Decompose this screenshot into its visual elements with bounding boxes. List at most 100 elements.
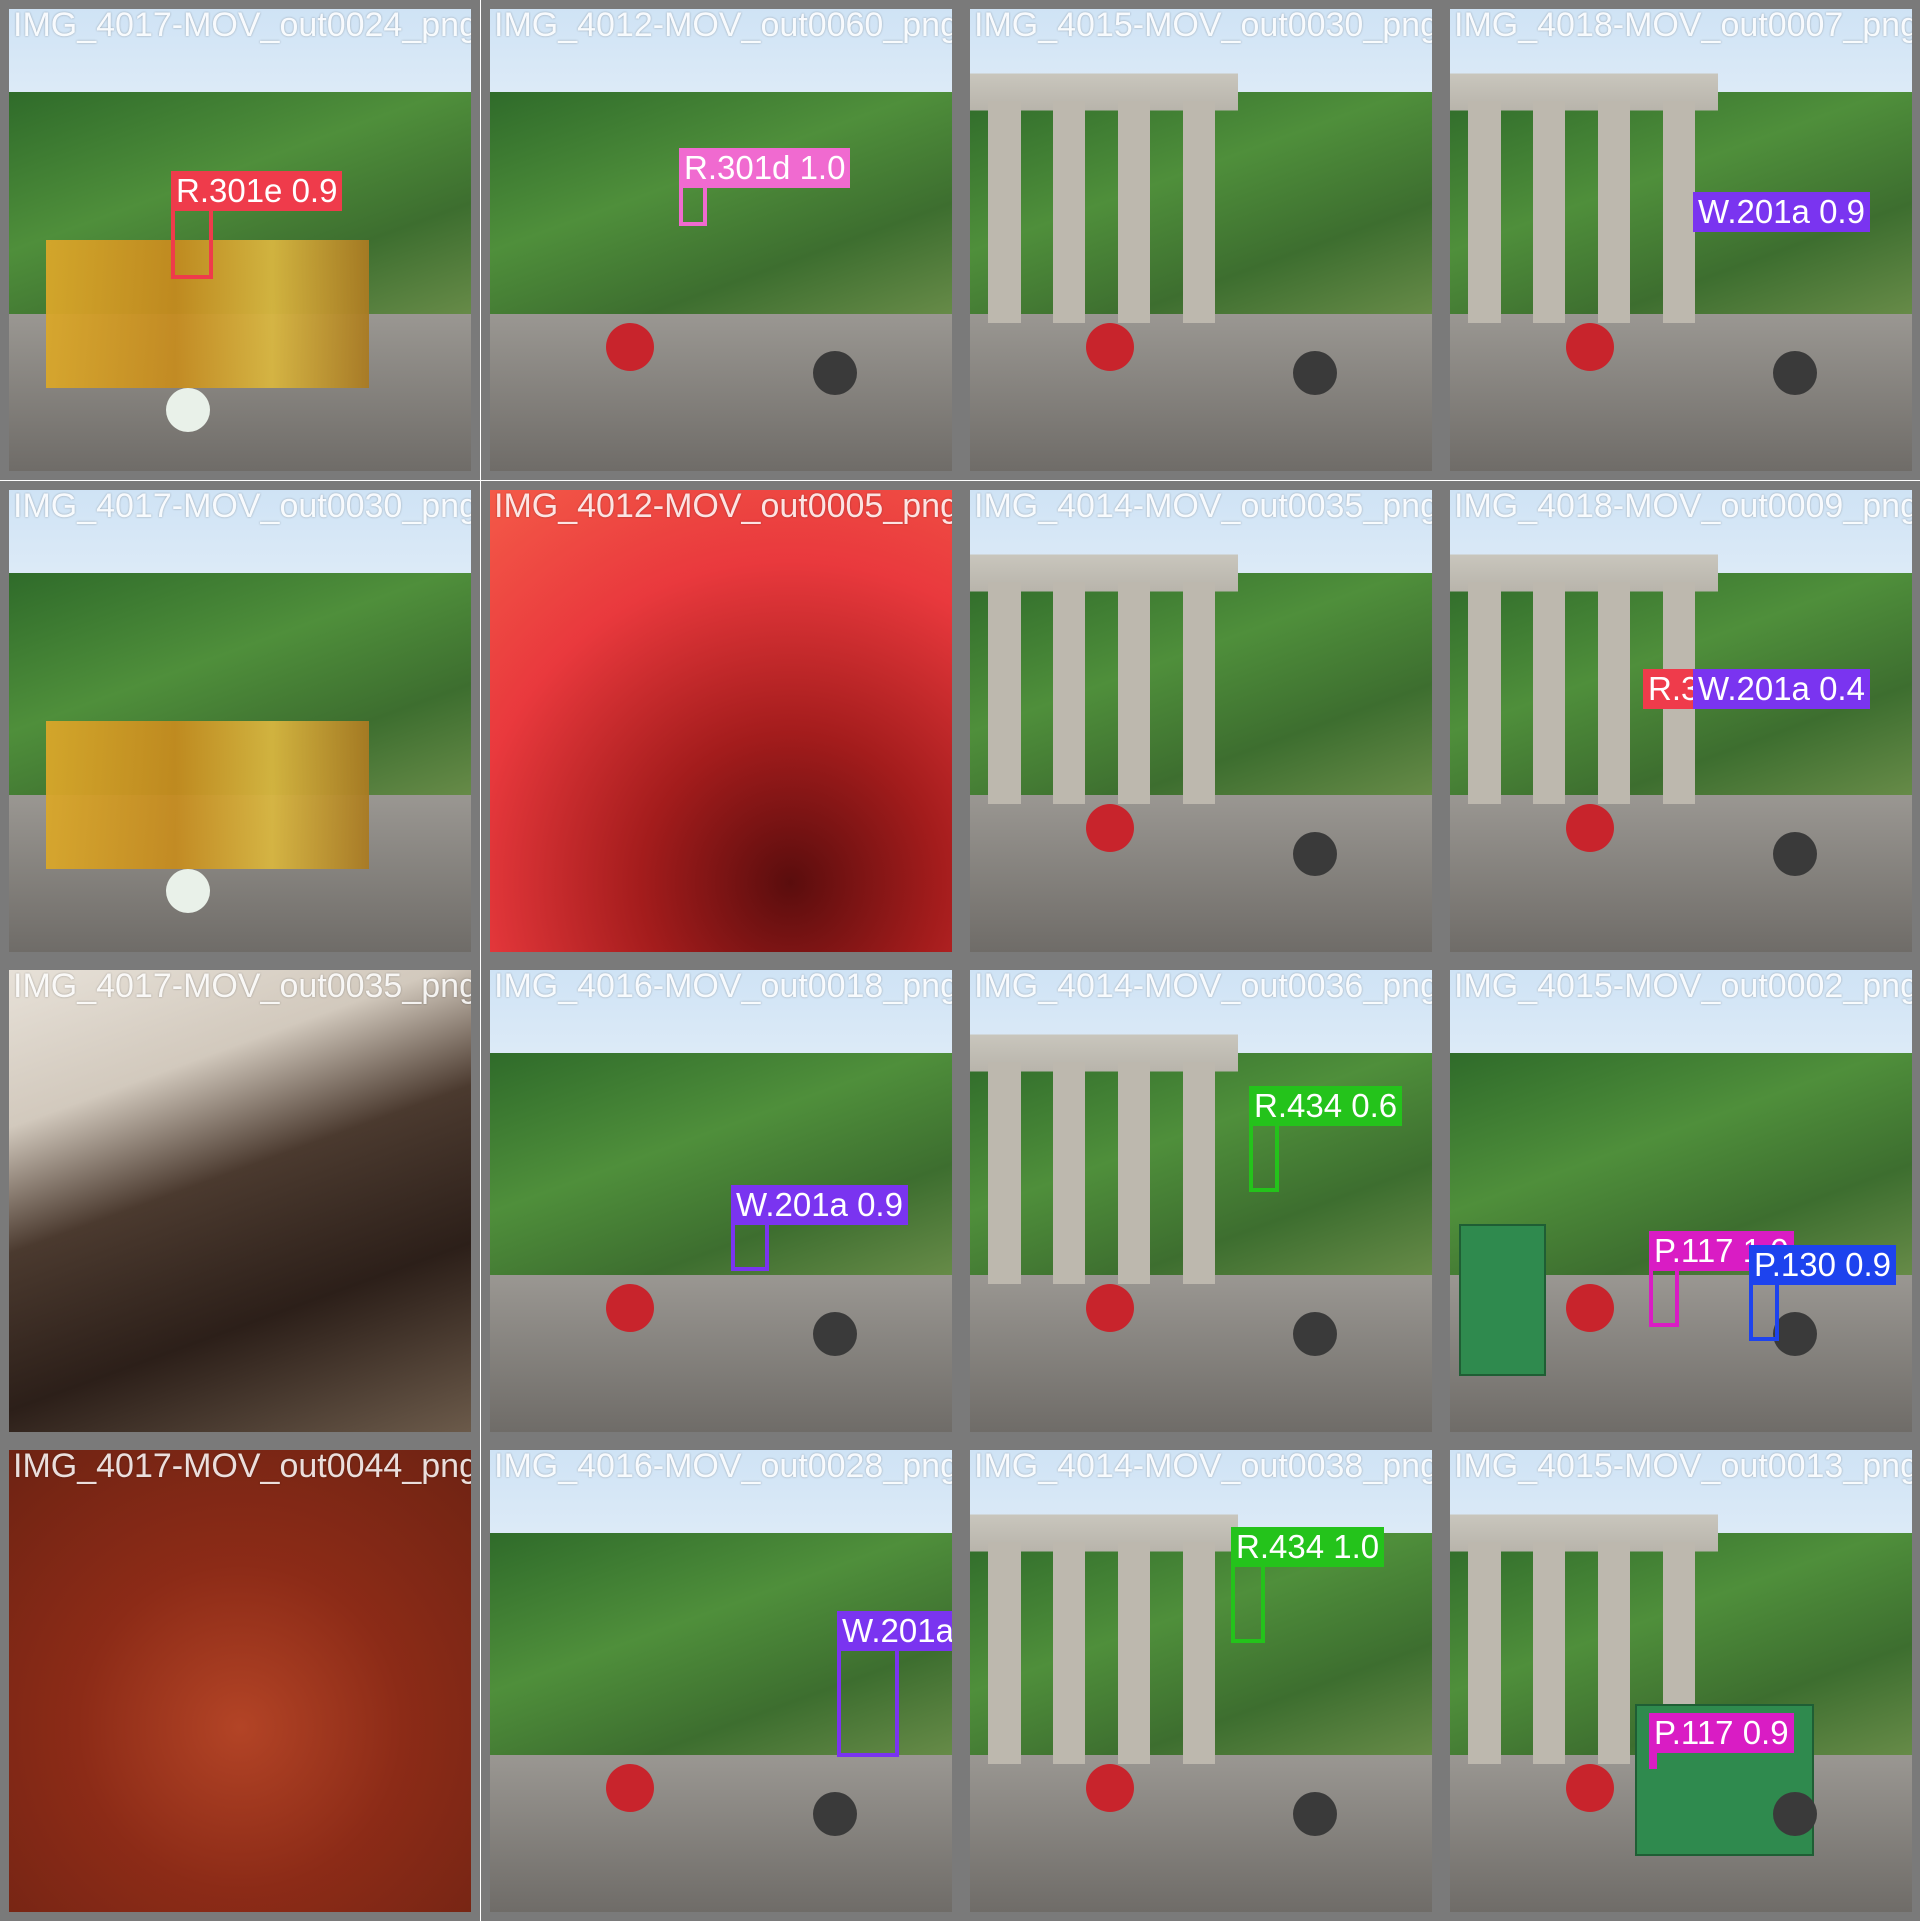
scene-background: [9, 490, 471, 952]
tile-caption: IMG_4012-MOV_out0005_png.rf.6...: [494, 487, 959, 525]
rider-helmet: [1293, 1311, 1338, 1356]
tile-caption: IMG_4014-MOV_out0035_png.rf.8...: [974, 487, 1439, 525]
scene-background: [9, 970, 471, 1432]
detection-label: P.117 0.9: [1649, 1713, 1794, 1753]
overpass-pillar: [1662, 101, 1695, 324]
detection-box: P.117 0.9: [1649, 1713, 1794, 1769]
rider-helmet: [166, 387, 211, 432]
road: [490, 1754, 952, 1912]
tile-caption: IMG_4017-MOV_out0024_png.rf.3...: [13, 6, 478, 44]
overpass-pillar: [1053, 1062, 1086, 1285]
detection-box: R.434 0.6: [1249, 1086, 1403, 1192]
overpass-pillar: [1468, 1542, 1501, 1765]
detection-label: R.301d 1.0: [679, 148, 851, 188]
tile-caption: IMG_4012-MOV_out0060_png.rf.b...: [494, 6, 959, 44]
rider-helmet: [1565, 1284, 1614, 1333]
overpass-pillar: [988, 582, 1021, 805]
tile-caption: IMG_4015-MOV_out0002_png.rf.a...: [1454, 967, 1919, 1005]
rider-helmet: [1773, 831, 1818, 876]
detection-box: W.201a 0.9: [731, 1185, 908, 1271]
rider-helmet: [1085, 804, 1134, 853]
tile-caption: IMG_4014-MOV_out0038_png.rf.d...: [974, 1447, 1439, 1485]
image-tile: IMG_4015-MOV_out0030_png.rf.4...: [961, 0, 1441, 480]
image-tile: IMG_4015-MOV_out0002_png.rf.a... P.117 1.…: [1441, 961, 1920, 1441]
rider-helmet: [1773, 350, 1818, 395]
scene-background: [1450, 490, 1912, 952]
image-tile: IMG_4018-MOV_out0009_png.rf.b... R.3W.201…: [1441, 481, 1920, 961]
rider-helmet: [1293, 831, 1338, 876]
detection-label: W.201a 0.6: [837, 1611, 952, 1651]
rider-helmet: [1773, 1311, 1818, 1356]
tile-caption: IMG_4016-MOV_out0028_png.rf.9...: [494, 1447, 959, 1485]
image-tile: IMG_4017-MOV_out0030_png.rf.d...: [0, 481, 480, 961]
rider-helmet: [1085, 1764, 1134, 1813]
detection-label: W.201a 0.9: [1693, 192, 1870, 232]
detection-box: R.434 1.0: [1231, 1527, 1385, 1643]
scene-background: [1450, 1450, 1912, 1912]
overpass-pillar: [1533, 582, 1566, 805]
overpass-pillar: [1468, 101, 1501, 324]
rider-helmet: [1565, 804, 1614, 853]
overpass-pillar: [1053, 101, 1086, 324]
detection-label: W.201a 0.4: [1693, 669, 1870, 709]
tile-caption: IMG_4015-MOV_out0013_png.rf.1...: [1454, 1447, 1919, 1485]
detection-box: W.201a 0.9: [1693, 192, 1870, 238]
scene-background: [970, 490, 1432, 952]
overpass-pillar: [1053, 582, 1086, 805]
shipping-container: [1459, 1224, 1547, 1376]
overpass-pillar: [988, 1062, 1021, 1285]
blurred-brown-frame: [9, 1450, 471, 1912]
detection-box: P.130 0.9: [1749, 1245, 1897, 1341]
detection-label: P.130 0.9: [1749, 1245, 1897, 1285]
image-tile: IMG_4012-MOV_out0060_png.rf.b... R.301d 1…: [481, 0, 961, 480]
overpass-pillar: [1117, 101, 1151, 324]
tile-caption: IMG_4015-MOV_out0030_png.rf.4...: [974, 6, 1439, 44]
scene-background: [1450, 9, 1912, 471]
detection-box: P.117 1.0: [1649, 1231, 1794, 1327]
rider-helmet: [1565, 323, 1614, 372]
construction-machinery: [45, 721, 370, 869]
image-tile: IMG_4017-MOV_out0024_png.rf.3... R.301e 0…: [0, 0, 480, 480]
detection-box: W.201a 0.6: [837, 1611, 952, 1757]
tile-caption: IMG_4014-MOV_out0036_png.rf.8...: [974, 967, 1439, 1005]
image-tile: IMG_4017-MOV_out0044_png.rf.5...: [0, 1441, 480, 1921]
rider-helmet: [813, 350, 858, 395]
image-tile: IMG_4014-MOV_out0035_png.rf.8...: [961, 481, 1441, 961]
overpass-pillar: [1053, 1542, 1086, 1765]
rider-helmet: [813, 1791, 858, 1836]
rider-helmet: [1085, 1284, 1134, 1333]
rider-helmet: [605, 1284, 654, 1333]
detection-label: R.434 1.0: [1231, 1527, 1385, 1567]
overpass-pillar: [988, 1542, 1021, 1765]
tile-caption: IMG_4017-MOV_out0044_png.rf.5...: [13, 1447, 478, 1485]
overpass-pillar: [1597, 582, 1631, 805]
overpass-pillar: [1468, 582, 1501, 805]
image-tile: IMG_4012-MOV_out0005_png.rf.6...: [481, 481, 961, 961]
scene-background: [970, 1450, 1432, 1912]
detection-box: R.301e 0.9: [171, 171, 343, 279]
rider-helmet: [1085, 323, 1134, 372]
image-tile: IMG_4014-MOV_out0038_png.rf.d... R.434 1.…: [961, 1441, 1441, 1921]
helmet-closeup: [9, 970, 471, 1432]
overpass-pillar: [1182, 1062, 1215, 1285]
overpass-pillar: [1117, 1062, 1151, 1285]
detection-box: R.301d 1.0: [679, 148, 851, 226]
blurred-red-frame: [490, 490, 952, 952]
rider-helmet: [605, 323, 654, 372]
detection-box: W.201a 0.4: [1693, 669, 1870, 715]
overpass-pillar: [1182, 1542, 1215, 1765]
scene-background: [970, 970, 1432, 1432]
scene-background: [490, 9, 952, 471]
overpass-pillar: [1597, 1542, 1631, 1765]
road: [490, 313, 952, 471]
scene-background: [490, 490, 952, 952]
overpass-pillar: [988, 101, 1021, 324]
tile-caption: IMG_4017-MOV_out0035_png.rf.e...: [13, 967, 478, 1005]
detection-box: R.3: [1643, 669, 1705, 715]
detection-label: R.301e 0.9: [171, 171, 343, 211]
rider-helmet: [1293, 1791, 1338, 1836]
rider-helmet: [1565, 1764, 1614, 1813]
overpass-pillar: [1597, 101, 1631, 324]
overpass-pillar: [1182, 582, 1215, 805]
image-tile: IMG_4017-MOV_out0035_png.rf.e...: [0, 961, 480, 1441]
